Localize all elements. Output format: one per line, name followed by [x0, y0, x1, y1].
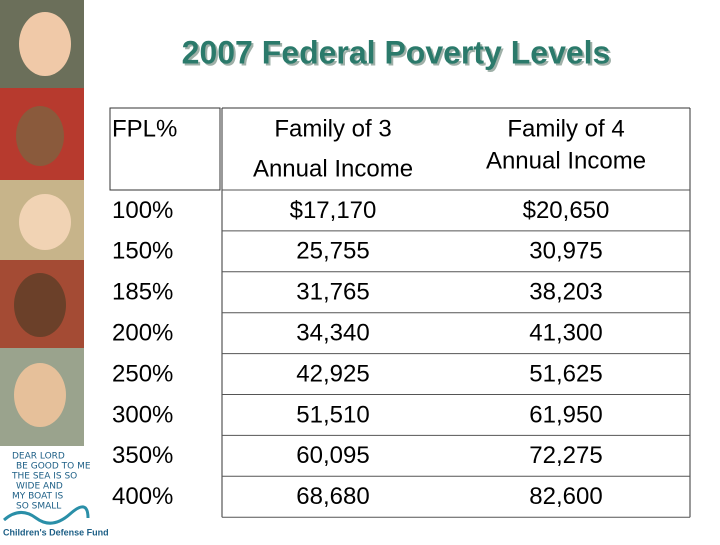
- face: [19, 194, 71, 250]
- column-header: Family of 4: [507, 115, 624, 142]
- table-cell: 150%: [112, 238, 173, 265]
- table-cell: 34,340: [296, 319, 369, 346]
- logo-poem: BE GOOD TO ME: [16, 462, 91, 472]
- table-cell: 25,755: [296, 238, 369, 265]
- table-cell: 185%: [112, 279, 173, 306]
- photo-strip: [0, 0, 84, 446]
- face: [14, 273, 66, 337]
- column-header: Annual Income: [253, 155, 413, 182]
- logo-poem: THE SEA IS SO: [11, 472, 77, 482]
- table-cell: 41,300: [529, 319, 602, 346]
- column-header: FPL%: [112, 115, 177, 142]
- face: [19, 12, 71, 76]
- table-cell: 350%: [112, 442, 173, 469]
- table-cell: 82,600: [529, 483, 602, 510]
- logo-wave: [3, 505, 90, 525]
- table-cell: 60,095: [296, 442, 369, 469]
- table-cell: 61,950: [529, 401, 602, 428]
- table-cell: 51,625: [529, 360, 602, 387]
- table-cell: $20,650: [523, 197, 610, 224]
- header-box: [109, 107, 221, 191]
- table-cell: 38,203: [529, 279, 602, 306]
- logo-name: Children's Defense Fund: [3, 527, 109, 537]
- table-cell: 250%: [112, 360, 173, 387]
- table-cell: $17,170: [290, 197, 377, 224]
- title: 2007 Federal Poverty Levels: [182, 34, 611, 70]
- table-cell: 400%: [112, 483, 173, 510]
- table: FPL% Family of 3 Annual Income Family of 4 A…: [109, 107, 691, 518]
- table-cell: 31,765: [296, 279, 369, 306]
- face: [14, 363, 66, 427]
- table-cell: 51,510: [296, 401, 369, 428]
- table-cell: 300%: [112, 401, 173, 428]
- title-shadow: 2007 Federal Poverty Levels: [184, 36, 613, 72]
- logo-poem: DEAR LORD: [12, 452, 65, 462]
- column-header: Family of 3: [274, 115, 391, 142]
- logo-poem: MY BOAT IS: [12, 492, 64, 502]
- face: [16, 106, 64, 166]
- column-header: Annual Income: [486, 147, 646, 174]
- logo-poem: SO SMALL: [16, 502, 61, 512]
- table-cell: 42,925: [296, 360, 369, 387]
- table-cell: 72,275: [529, 442, 602, 469]
- table-cell: 100%: [112, 197, 173, 224]
- table-cell: 30,975: [529, 238, 602, 265]
- logo-poem: WIDE AND: [16, 482, 63, 492]
- table-cell: 68,680: [296, 483, 369, 510]
- table-cell: 200%: [112, 319, 173, 346]
